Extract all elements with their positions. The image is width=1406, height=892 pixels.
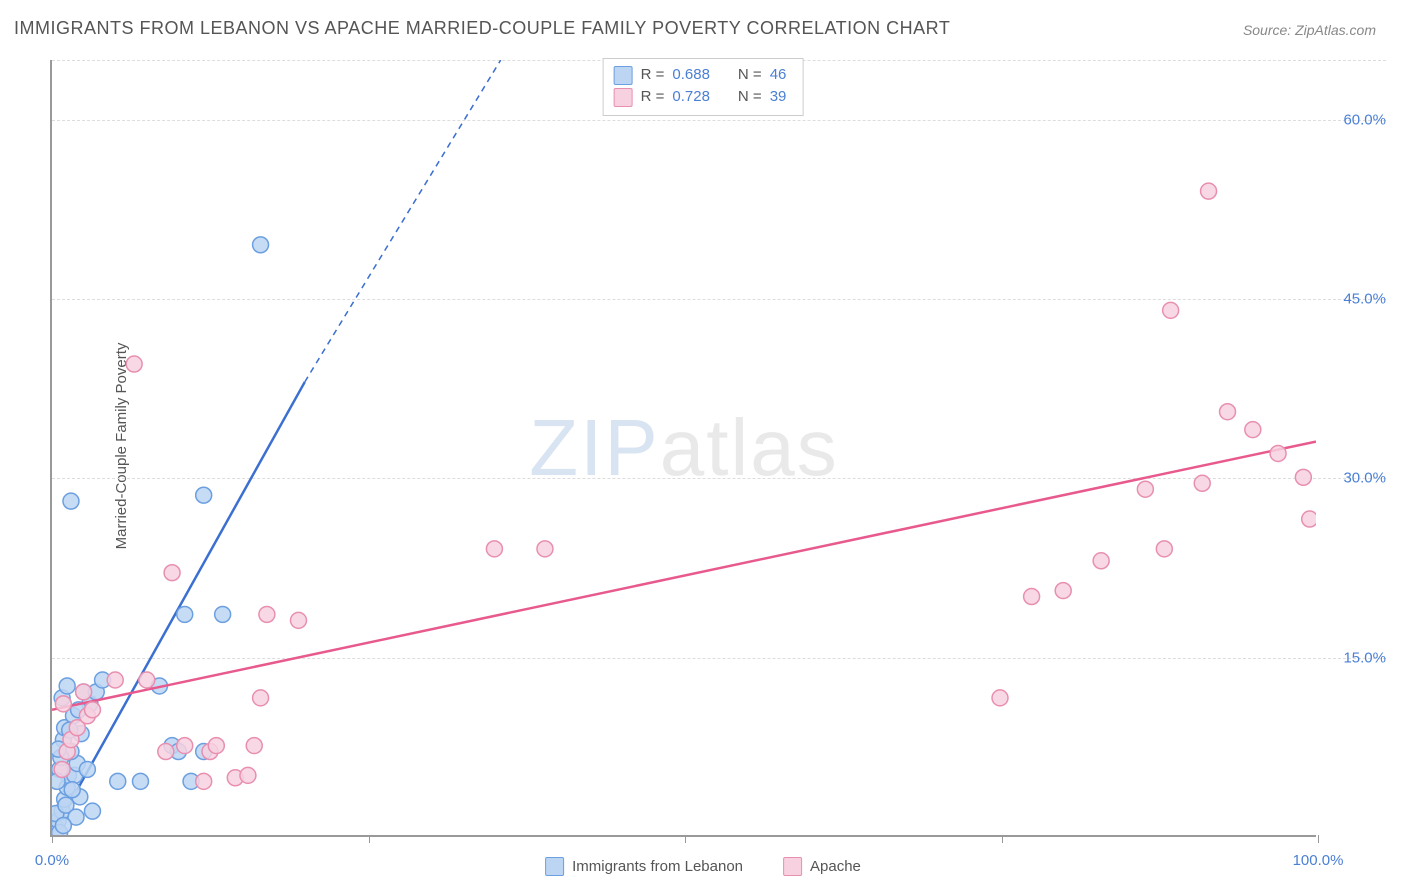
x-tick: [1002, 835, 1003, 843]
legend-swatch: [783, 857, 802, 876]
legend-row: R = 0.728 N = 39: [614, 86, 787, 108]
plot-area: ZIPatlas 15.0%30.0%45.0%60.0%0.0%100.0%: [50, 60, 1316, 837]
source-name: ZipAtlas.com: [1295, 22, 1376, 38]
legend-r-value: 0.688: [672, 64, 710, 86]
legend-row: R = 0.688 N = 46: [614, 64, 787, 86]
legend-series-item: Immigrants from Lebanon: [545, 857, 743, 876]
source-label: Source: ZipAtlas.com: [1243, 22, 1376, 38]
legend-series-item: Apache: [783, 857, 861, 876]
legend-series: Immigrants from Lebanon Apache: [545, 857, 861, 876]
legend-r-label: R =: [641, 64, 665, 86]
legend-n-label: N =: [738, 86, 762, 108]
x-tick: [369, 835, 370, 843]
legend-r-label: R =: [641, 86, 665, 108]
y-tick-label: 15.0%: [1326, 649, 1386, 666]
y-tick-label: 60.0%: [1326, 111, 1386, 128]
y-tick-label: 30.0%: [1326, 470, 1386, 487]
legend-n-value: 46: [770, 64, 787, 86]
legend-correlation: R = 0.688 N = 46 R = 0.728 N = 39: [603, 58, 804, 116]
x-tick: [52, 835, 53, 843]
plot-svg: [52, 60, 1316, 835]
y-tick-label: 45.0%: [1326, 291, 1386, 308]
legend-swatch: [614, 66, 633, 85]
x-tick-label: 0.0%: [35, 852, 69, 869]
legend-n-value: 39: [770, 86, 787, 108]
legend-r-value: 0.728: [672, 86, 710, 108]
x-tick: [1318, 835, 1319, 843]
legend-swatch: [545, 857, 564, 876]
legend-n-label: N =: [738, 64, 762, 86]
chart-container: IMMIGRANTS FROM LEBANON VS APACHE MARRIE…: [0, 0, 1406, 892]
source-prefix: Source:: [1243, 22, 1295, 38]
legend-series-label: Immigrants from Lebanon: [572, 858, 743, 875]
legend-series-label: Apache: [810, 858, 861, 875]
legend-swatch: [614, 88, 633, 107]
chart-title: IMMIGRANTS FROM LEBANON VS APACHE MARRIE…: [14, 18, 950, 39]
x-tick-label: 100.0%: [1293, 852, 1344, 869]
x-tick: [685, 835, 686, 843]
